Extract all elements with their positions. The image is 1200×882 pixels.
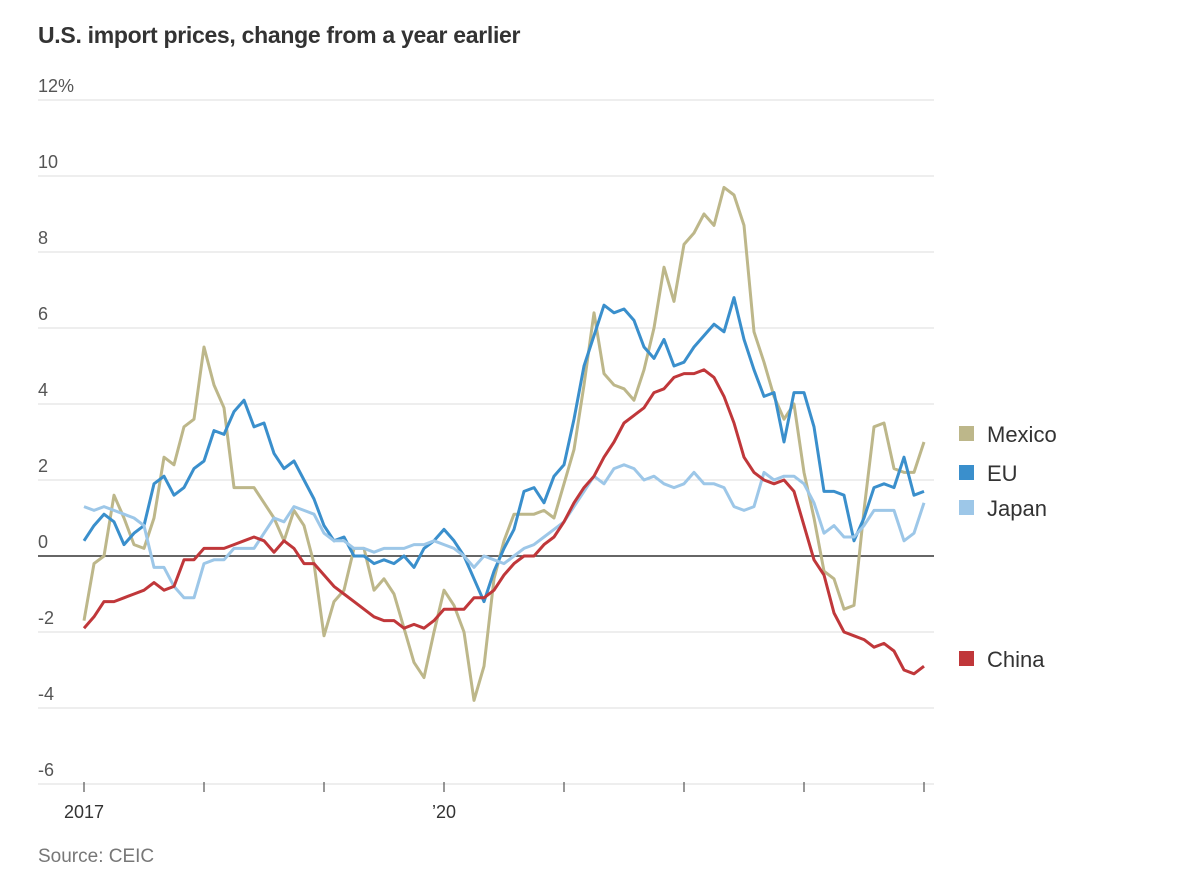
chart-source: Source: CEIC — [38, 846, 155, 867]
series-line-mexico — [82, 185, 926, 702]
x-tick-label: ’20 — [432, 802, 456, 822]
series-line-eu — [82, 296, 925, 604]
x-tick-label: 2017 — [64, 802, 104, 822]
y-tick-label: 12% — [38, 76, 74, 96]
legend-swatch-eu — [959, 465, 974, 480]
legend-label-china: China — [987, 647, 1045, 672]
y-tick-label: -4 — [38, 684, 54, 704]
y-tick-label: 8 — [38, 228, 48, 248]
y-tick-label: -6 — [38, 760, 54, 780]
legend-swatch-japan — [959, 500, 974, 515]
y-tick-label: -2 — [38, 608, 54, 628]
chart-title: U.S. import prices, change from a year e… — [38, 22, 521, 48]
legend-label-mexico: Mexico — [987, 422, 1057, 447]
legend-swatch-mexico — [959, 426, 974, 441]
series-line-japan — [83, 463, 926, 600]
y-tick-label: 4 — [38, 380, 48, 400]
series-line-china — [82, 368, 925, 676]
y-tick-label: 0 — [38, 532, 48, 552]
y-tick-label: 6 — [38, 304, 48, 324]
legend-label-eu: EU — [987, 461, 1018, 486]
legend-swatch-china — [959, 651, 974, 666]
legend-label-japan: Japan — [987, 496, 1047, 521]
y-tick-label: 10 — [38, 152, 58, 172]
y-tick-label: 2 — [38, 456, 48, 476]
